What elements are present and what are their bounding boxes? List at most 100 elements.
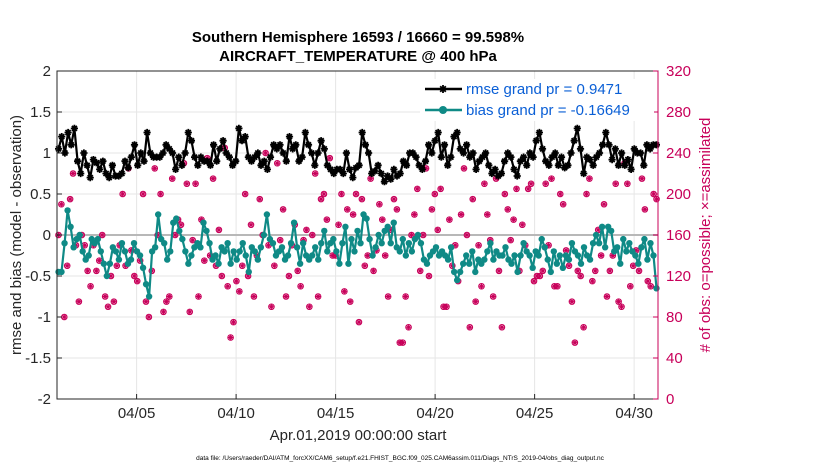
obs-assimilated-point bbox=[563, 247, 569, 254]
obs-assimilated-point bbox=[99, 232, 105, 238]
obs-assimilated-point bbox=[399, 339, 406, 346]
obs-assimilated-point bbox=[265, 242, 272, 249]
obs-assimilated-point bbox=[192, 180, 199, 187]
obs-assimilated-point bbox=[111, 298, 117, 305]
obs-assimilated-point bbox=[580, 324, 587, 331]
rmse-point bbox=[279, 149, 287, 157]
x-tick-label: 04/10 bbox=[217, 405, 255, 422]
rmse-point bbox=[614, 161, 623, 169]
obs-assimilated-point bbox=[499, 324, 505, 331]
obs-assimilated-point bbox=[636, 268, 642, 274]
bias-point bbox=[614, 244, 621, 251]
obs-assimilated-point bbox=[490, 293, 496, 300]
rmse-point bbox=[311, 161, 319, 169]
y2-tick-label: 160 bbox=[666, 227, 691, 244]
obs-assimilated-point bbox=[146, 314, 152, 320]
y-tick-label: -0.5 bbox=[25, 268, 51, 285]
rmse-point bbox=[191, 153, 199, 161]
bias-point bbox=[106, 260, 114, 267]
obs-assimilated-point bbox=[312, 170, 318, 177]
bias-point bbox=[568, 240, 576, 247]
obs-assimilated-point bbox=[143, 298, 149, 305]
bias-point bbox=[227, 260, 234, 267]
rmse-point bbox=[365, 149, 373, 157]
rmse-point bbox=[263, 165, 271, 173]
bias-point bbox=[553, 260, 561, 267]
bias-point bbox=[139, 264, 147, 271]
rmse-point bbox=[247, 157, 256, 165]
obs-assimilated-point bbox=[274, 160, 281, 167]
rmse-point bbox=[478, 153, 486, 161]
obs-assimilated-point bbox=[469, 196, 476, 202]
obs-assimilated-point bbox=[303, 227, 310, 233]
obs-assimilated-point bbox=[286, 273, 292, 279]
obs-assimilated-point bbox=[96, 257, 103, 264]
bias-point bbox=[245, 268, 252, 276]
obs-assimilated-point bbox=[356, 319, 362, 325]
obs-assimilated-point bbox=[58, 201, 65, 208]
bias-point bbox=[387, 240, 394, 247]
bias-point bbox=[293, 244, 301, 251]
obs-assimilated-point bbox=[347, 298, 353, 305]
bias-point bbox=[233, 256, 240, 263]
obs-assimilated-point bbox=[321, 191, 327, 197]
bias-point bbox=[318, 240, 325, 247]
obs-assimilated-point bbox=[227, 334, 234, 341]
rmse-point bbox=[282, 157, 290, 165]
bias-point bbox=[94, 235, 101, 243]
rmse-point bbox=[168, 149, 177, 157]
bias-point bbox=[444, 256, 452, 263]
obs-assimilated-point bbox=[306, 303, 313, 310]
bias-point bbox=[315, 256, 322, 263]
obs-assimilated-point bbox=[572, 339, 578, 346]
bias-point bbox=[290, 219, 298, 226]
bias-point bbox=[617, 260, 624, 267]
bias-point bbox=[260, 231, 268, 239]
obs-assimilated-point bbox=[341, 288, 348, 295]
rmse-point bbox=[418, 165, 426, 173]
obs-assimilated-point bbox=[160, 309, 167, 315]
bias-point bbox=[405, 240, 413, 247]
rmse-point bbox=[330, 169, 338, 178]
obs-assimilated-point bbox=[344, 206, 351, 213]
legend-rmse-star bbox=[439, 85, 447, 93]
obs-assimilated-point bbox=[653, 196, 660, 202]
bias-point bbox=[399, 235, 407, 243]
bias-point bbox=[644, 256, 651, 263]
bias-point bbox=[200, 219, 207, 226]
obs-assimilated-point bbox=[540, 268, 546, 274]
footnote: data file: /Users/raeder/DAI/ATM_forcXX/… bbox=[196, 455, 605, 462]
rmse-point bbox=[599, 141, 607, 149]
y-tick-label: -1.5 bbox=[25, 350, 51, 367]
obs-assimilated-point bbox=[108, 273, 114, 279]
bias-point bbox=[296, 260, 304, 267]
rmse-point bbox=[368, 169, 376, 178]
bias-point bbox=[203, 227, 210, 235]
obs-assimilated-point bbox=[178, 221, 184, 228]
rmse-point bbox=[323, 161, 332, 169]
rmse-point bbox=[399, 157, 407, 165]
bias-point bbox=[580, 244, 588, 251]
rmse-point bbox=[624, 156, 632, 164]
rmse-point bbox=[488, 169, 496, 178]
obs-assimilated-point bbox=[566, 262, 572, 269]
bias-point bbox=[242, 252, 249, 259]
bias-point bbox=[484, 248, 491, 255]
bias-point bbox=[556, 252, 564, 259]
rmse-point bbox=[453, 128, 461, 137]
bias-point bbox=[269, 240, 277, 247]
bias-point bbox=[127, 256, 135, 263]
obs-assimilated-point bbox=[373, 247, 380, 254]
rmse-point bbox=[102, 169, 110, 178]
rmse-series bbox=[55, 124, 660, 186]
bias-point bbox=[287, 240, 295, 247]
bias-point bbox=[390, 219, 397, 226]
rmse-point bbox=[172, 165, 180, 173]
rmse-point bbox=[450, 133, 458, 141]
rmse-point bbox=[390, 165, 398, 173]
obs-assimilated-point bbox=[184, 180, 190, 187]
obs-assimilated-point bbox=[391, 196, 397, 202]
bias-point bbox=[408, 248, 416, 255]
legend-rmse-marker bbox=[439, 85, 447, 93]
